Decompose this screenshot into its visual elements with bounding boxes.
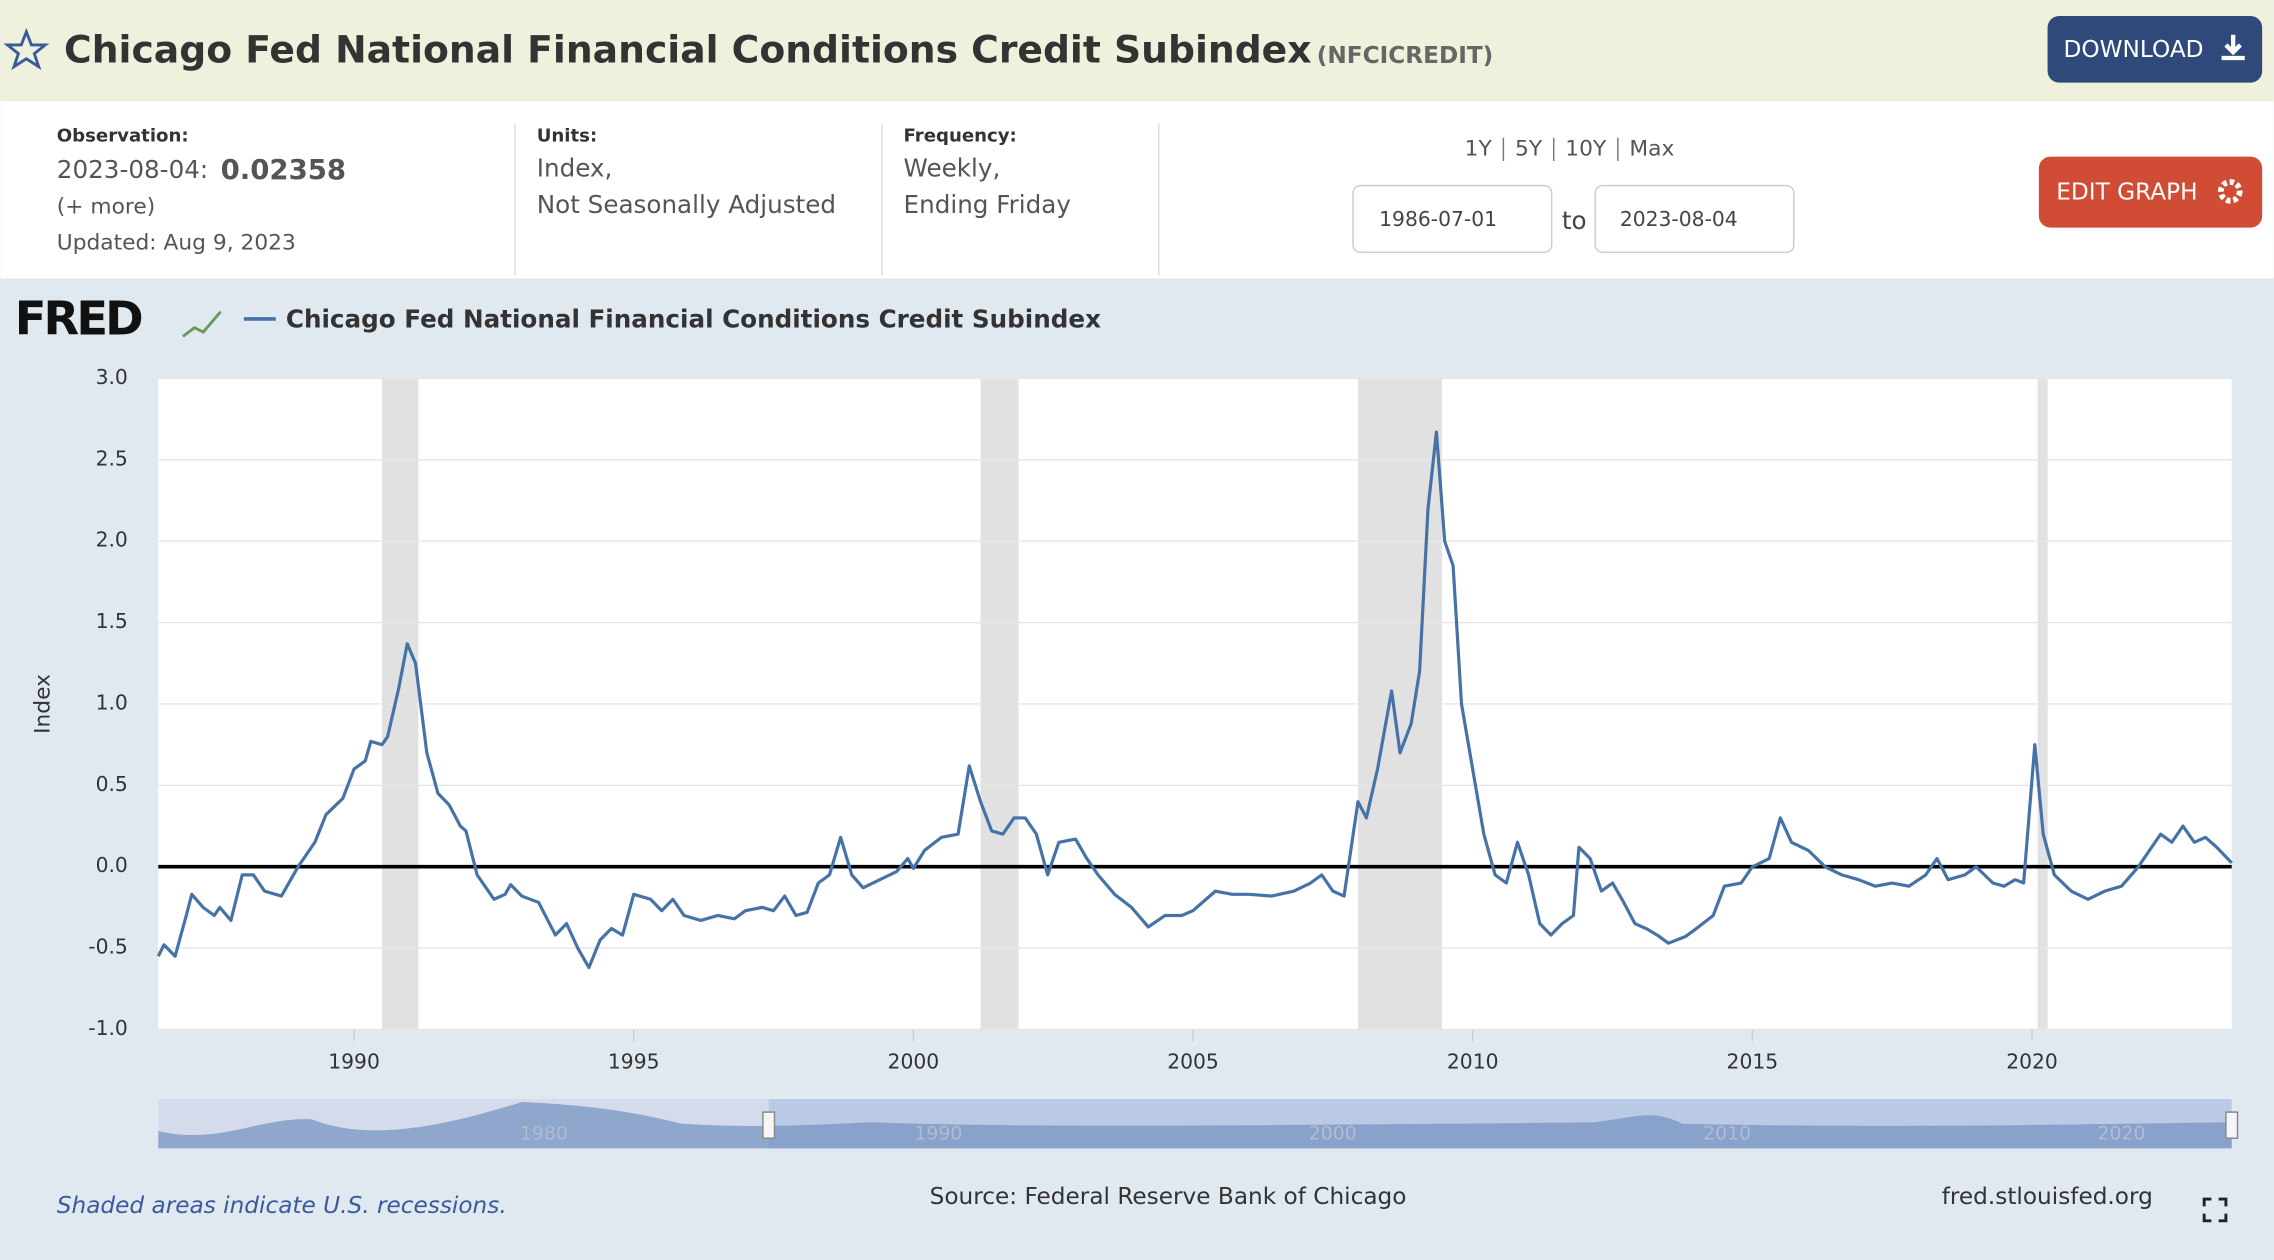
to-label: to [1562, 206, 1587, 235]
x-tick-label: 1995 [608, 1049, 660, 1073]
range-links: 1Y 5Y 10Y Max [1465, 136, 1675, 161]
observation-label: Observation: [57, 125, 189, 146]
units-label: Units: [537, 125, 597, 146]
header-bar [0, 0, 2274, 102]
range-link[interactable]: 5Y [1515, 136, 1543, 161]
start-date: 1986-07-01 [1379, 207, 1497, 231]
edit-graph-button[interactable] [2038, 156, 2263, 228]
edit-graph-label: EDIT GRAPH [2056, 178, 2197, 205]
navigator-label: 1990 [914, 1123, 962, 1144]
y-tick-label: 3.0 [96, 365, 128, 389]
x-tick-label: 2015 [1727, 1049, 1779, 1073]
frequency-label: Frequency: [904, 125, 1017, 146]
y-tick-label: 0.5 [96, 772, 128, 796]
frequency-line: Ending Friday [904, 190, 1071, 219]
range-link[interactable]: 10Y [1565, 136, 1607, 161]
navigator-handle[interactable] [762, 1111, 776, 1139]
navigator-label: 2010 [1703, 1123, 1751, 1144]
favorite-star[interactable] [3, 27, 50, 71]
x-tick-label: 2010 [1447, 1049, 1499, 1073]
x-tick-label: 2000 [888, 1049, 940, 1073]
series-line [156, 430, 2233, 970]
y-tick-label: 1.5 [96, 609, 128, 633]
page-title: Chicago Fed National Financial Condition… [64, 28, 1312, 72]
y-tick-label: 2.0 [96, 528, 128, 552]
navigator-area [158, 1101, 2232, 1149]
navigator-label: 1980 [520, 1123, 568, 1144]
units-line: Index, [537, 154, 613, 183]
x-tick-label: 2005 [1167, 1049, 1219, 1073]
updated: Updated: Aug 9, 2023 [57, 231, 296, 256]
navigator-label: 2020 [2098, 1123, 2146, 1144]
source: Source: Federal Reserve Bank of Chicago [930, 1183, 1407, 1210]
download-icon [2221, 34, 2245, 61]
frequency-line: Weekly, [904, 154, 1001, 183]
plot: 3.0 2.5 2.0 1.5 1.0 0.5 0.0 -0.5 -1.0 1990 1995 200… [31, 365, 2233, 1073]
info-panel [0, 101, 2274, 279]
logo-graph [182, 310, 222, 338]
y-tick-label: -1.0 [88, 1016, 128, 1040]
download-label: DOWNLOAD [2064, 36, 2204, 63]
y-axis-label: Index [31, 674, 56, 734]
legend-label: Chicago Fed National Financial Condition… [286, 304, 1101, 333]
fullscreen-icon[interactable] [2202, 1197, 2228, 1223]
fred-logo: FRED [15, 291, 142, 345]
y-tick-label: -0.5 [88, 935, 128, 959]
end-date: 2023-08-04 [1620, 207, 1738, 231]
recession-note: Shaded areas indicate U.S. recessions. [57, 1192, 507, 1219]
observation-value: 0.02358 [221, 154, 346, 186]
observation-date: 2023-08-04: [57, 155, 208, 184]
x-tick-label: 1990 [328, 1049, 380, 1073]
y-tick-label: 1.0 [96, 690, 128, 714]
more-link[interactable]: (+ more) [57, 194, 155, 219]
site: fred.stlouisfed.org [1942, 1183, 2153, 1210]
y-tick-label: 2.5 [96, 446, 128, 470]
y-tick-label: 0.0 [96, 853, 128, 877]
download-button[interactable] [2047, 15, 2263, 83]
gear-icon [2217, 179, 2243, 204]
start-date-input[interactable] [1352, 184, 1553, 254]
range-link[interactable]: 1Y [1465, 136, 1493, 161]
navigator-handle[interactable] [2225, 1111, 2239, 1139]
x-tick-label: 2020 [2006, 1049, 2058, 1073]
range-link[interactable]: Max [1629, 136, 1674, 161]
end-date-input[interactable] [1594, 184, 1795, 254]
navigator-label: 2000 [1309, 1123, 1357, 1144]
navigator-labels: 1980 1990 2000 2010 2020 [520, 1123, 2145, 1144]
series-id: (NFCICREDIT) [1317, 42, 1494, 69]
units-line: Not Seasonally Adjusted [537, 190, 836, 219]
